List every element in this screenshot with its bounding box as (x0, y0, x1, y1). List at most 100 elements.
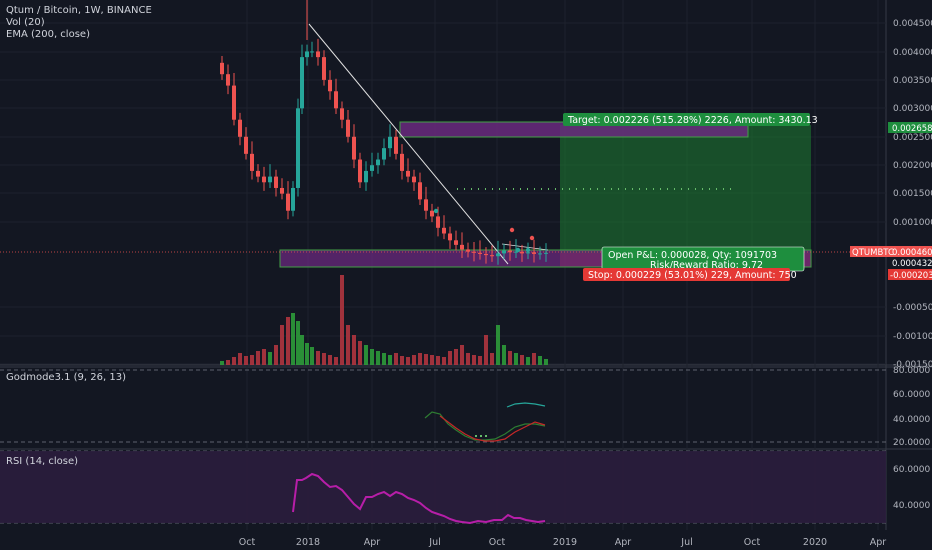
candle-body[interactable] (514, 251, 518, 253)
volume-bar (496, 325, 500, 365)
candle-body[interactable] (340, 108, 344, 120)
price-axis-label: 0.001500 (893, 189, 932, 199)
volume-bar (460, 345, 464, 365)
candle-body[interactable] (250, 153, 254, 171)
candle-body[interactable] (376, 159, 380, 166)
chart-title: Qtum / Bitcoin, 1W, BINANCE (6, 5, 152, 16)
candle-body[interactable] (526, 252, 530, 254)
price-axis-label: 0.003500 (893, 76, 932, 86)
candle-body[interactable] (412, 176, 416, 183)
candle-body[interactable] (448, 233, 452, 241)
candle-body[interactable] (352, 136, 356, 160)
candle-body[interactable] (328, 79, 332, 92)
candle-body[interactable] (394, 136, 398, 154)
volume-bar (316, 351, 320, 365)
price-axis-label: 0.001000 (893, 218, 932, 228)
volume-bar (394, 353, 398, 365)
signal-marker (433, 208, 439, 214)
candle-body[interactable] (502, 250, 506, 254)
candles[interactable] (220, 0, 548, 265)
candle-body[interactable] (300, 57, 304, 109)
candle-body[interactable] (232, 85, 236, 120)
candle-body[interactable] (490, 255, 494, 257)
volume-bar (508, 351, 512, 365)
candle-body[interactable] (400, 153, 404, 171)
candle-body[interactable] (286, 193, 290, 211)
candle-body[interactable] (291, 187, 295, 211)
candle-body[interactable] (442, 227, 446, 234)
candle-body[interactable] (310, 51, 314, 53)
candle-body[interactable] (520, 251, 524, 254)
volume-bar (544, 359, 548, 365)
trend-line-small[interactable] (501, 243, 549, 251)
candle-body[interactable] (268, 176, 272, 183)
volume-bar (352, 335, 356, 365)
time-axis-label: 2019 (553, 537, 577, 548)
volume-bar (406, 357, 410, 365)
candle-body[interactable] (296, 108, 300, 188)
candle-body[interactable] (346, 119, 350, 137)
candle-body[interactable] (496, 253, 500, 257)
signal-marker (515, 247, 521, 253)
candle-body[interactable] (538, 253, 542, 255)
price-axis[interactable]: 0.004500 0.004000 0.003500 0.003000 0.002500… (893, 19, 932, 370)
candle-body[interactable] (305, 51, 309, 58)
trend-line[interactable] (308, 23, 509, 265)
price-axis-label: 0.004000 (893, 48, 932, 58)
long-position-tool[interactable] (560, 125, 811, 267)
candle-body[interactable] (370, 165, 374, 171)
time-axis[interactable]: Oct 2018 Apr Jul Oct 2019 Apr Jul Oct 2020 Apr (239, 537, 887, 548)
candle-body[interactable] (466, 249, 470, 252)
candle-body[interactable] (418, 182, 422, 200)
candle-body[interactable] (274, 176, 278, 188)
volume-bar (340, 275, 344, 365)
price-axis-label: -0.001500 (893, 360, 932, 370)
candle-body[interactable] (334, 91, 338, 109)
candle-body[interactable] (484, 253, 488, 256)
volume-bar (532, 353, 536, 365)
candle-body[interactable] (316, 51, 320, 58)
svg-text:0.000460: 0.000460 (892, 248, 932, 258)
candle-body[interactable] (226, 74, 230, 86)
candle-body[interactable] (364, 170, 368, 183)
candle-body[interactable] (358, 159, 362, 183)
candle-body[interactable] (388, 136, 392, 149)
candle-body[interactable] (508, 250, 512, 253)
rsi-line (292, 472, 546, 525)
price-axis-label: -0.001000 (893, 332, 932, 342)
target-zone[interactable] (560, 125, 811, 253)
candle-body[interactable] (280, 187, 284, 194)
candle-body[interactable] (454, 240, 458, 245)
volume-bar (322, 353, 326, 365)
candle-body[interactable] (406, 170, 410, 177)
price-axis-label: 0.003000 (893, 104, 932, 114)
candle-body[interactable] (220, 62, 224, 75)
candle-body[interactable] (238, 119, 242, 137)
candle-body[interactable] (256, 170, 260, 177)
candle-body[interactable] (382, 148, 386, 160)
volume-bar (305, 343, 309, 365)
candle-body[interactable] (262, 176, 266, 183)
volume-bar (388, 355, 392, 365)
candle-body[interactable] (472, 251, 476, 253)
volume-bar (256, 351, 260, 365)
candle-body[interactable] (424, 199, 428, 211)
candle-body[interactable] (460, 244, 464, 250)
candle-body[interactable] (532, 252, 536, 254)
ema-legend: EMA (200, close) (6, 29, 90, 40)
volume-bar (220, 361, 224, 365)
candle-body[interactable] (436, 216, 440, 228)
candle-body[interactable] (244, 136, 248, 154)
candle-body[interactable] (430, 210, 434, 217)
candle-body[interactable] (478, 252, 482, 254)
candle-body[interactable] (322, 57, 326, 80)
candle-body[interactable] (544, 252, 548, 254)
volume-bar (418, 353, 422, 365)
volume-bar (250, 355, 254, 365)
godmode-axis-label: 20.0000 (893, 438, 930, 448)
godmode-lines (424, 402, 546, 442)
price-tags: 0.002658 QTUMBTC 0.000460 0.000432 -0.00… (850, 122, 932, 281)
volume-bar (300, 335, 304, 365)
time-axis-label: 2020 (803, 537, 827, 548)
